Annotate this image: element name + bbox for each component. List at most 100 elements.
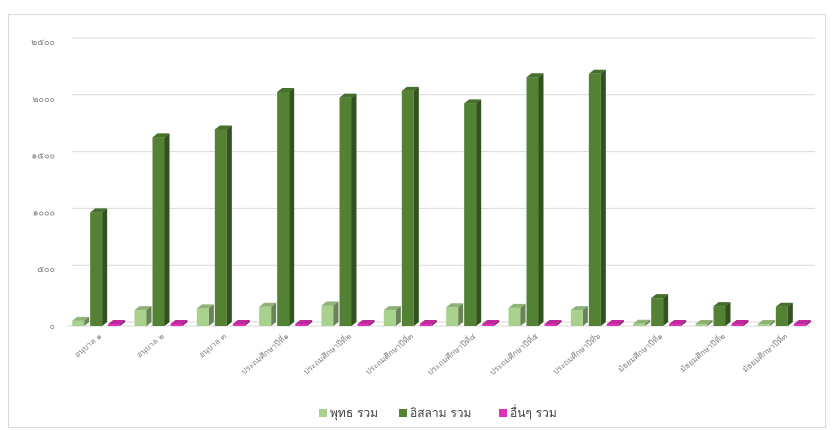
- bar-side: [271, 302, 277, 326]
- bar-front: [383, 310, 396, 326]
- bar-front: [651, 298, 664, 326]
- bar-front: [134, 310, 147, 326]
- bar-front: [731, 324, 744, 326]
- bar-side: [431, 320, 437, 326]
- x-category-label: ประถมศึกษาปีที่๑: [238, 330, 290, 376]
- y-tick-label: ๒๐๐๐: [33, 95, 55, 105]
- legend-swatch: [399, 409, 407, 417]
- y-tick-label: ๐: [50, 322, 56, 332]
- bar-front: [321, 305, 334, 326]
- legend-label: พุทธ รวม: [330, 406, 378, 421]
- bar-side: [556, 320, 562, 326]
- bar: [793, 320, 811, 326]
- legend-label: อื่นๆ รวม: [510, 404, 557, 420]
- bar: [196, 304, 214, 326]
- bar: [651, 294, 669, 326]
- bar-front: [170, 324, 183, 326]
- bar-front: [508, 307, 521, 326]
- x-category-label: อนุบาล ๓: [197, 331, 228, 359]
- bar: [606, 320, 624, 326]
- bar-side: [289, 87, 295, 326]
- y-tick-label: ๒๕๐๐: [31, 38, 55, 48]
- bar-top: [339, 93, 357, 98]
- bar: [482, 320, 500, 326]
- x-category-label: อนุบาล ๒: [135, 332, 166, 360]
- bar-top: [277, 87, 295, 92]
- bar-side: [395, 306, 401, 326]
- bar-side: [494, 320, 500, 326]
- x-axis-labels: อนุบาล ๑ อนุบาล ๒ อนุบาล ๓ ประถมศึกษาปีที่๑…: [73, 330, 790, 377]
- bar-top: [757, 320, 775, 324]
- bar-top: [651, 294, 669, 299]
- bar: [731, 320, 749, 326]
- bar-top: [588, 69, 606, 74]
- x-category-label: อนุบาล ๑: [73, 332, 104, 360]
- bar: [259, 302, 277, 326]
- bar: [90, 208, 108, 326]
- bar-front: [357, 324, 370, 326]
- bar-top: [526, 73, 544, 78]
- bar-front: [259, 306, 272, 326]
- bar-top: [713, 302, 731, 307]
- legend-swatch: [319, 409, 327, 417]
- bar-side: [645, 319, 651, 326]
- bar-top: [775, 302, 793, 307]
- bar-front: [72, 320, 85, 326]
- bar: [357, 320, 375, 326]
- bar-side: [413, 86, 419, 327]
- bar: [295, 320, 313, 326]
- bar-top: [419, 320, 437, 324]
- bar-front: [775, 306, 788, 326]
- bar-top: [570, 306, 588, 311]
- bar-top: [793, 320, 811, 324]
- bar: [401, 86, 419, 327]
- bar: [544, 320, 562, 326]
- bar-side: [681, 320, 687, 326]
- bar-side: [208, 304, 214, 326]
- bar-side: [618, 320, 624, 326]
- bar-front: [695, 324, 708, 326]
- x-category-label: มัธยมศึกษาปีที่๓: [739, 330, 789, 375]
- bar-front: [277, 91, 290, 326]
- bar: [152, 133, 170, 326]
- bar-side: [244, 320, 250, 326]
- bar: [570, 306, 588, 326]
- bar-front: [669, 324, 682, 326]
- bar-front: [482, 324, 495, 326]
- bar-side: [538, 73, 544, 326]
- bar-side: [476, 99, 482, 327]
- gridlines: [67, 37, 815, 327]
- bar-top: [259, 302, 277, 307]
- bar-front: [196, 308, 209, 326]
- bar-top: [544, 320, 562, 324]
- bar-top: [669, 320, 687, 324]
- x-category-label: ประถมศึกษาปีที่๖: [550, 330, 602, 376]
- y-tick-label: ๑๕๐๐: [31, 152, 55, 162]
- bar: [695, 320, 713, 326]
- bar: [633, 319, 651, 326]
- bar-front: [419, 324, 432, 326]
- bar: [757, 320, 775, 326]
- bar-top: [695, 320, 713, 324]
- bar-side: [787, 302, 793, 326]
- bar-top: [508, 303, 526, 308]
- y-tick-label: ๑๐๐๐: [33, 208, 55, 218]
- bar: [214, 125, 232, 326]
- bar-side: [458, 303, 464, 326]
- bar-front: [793, 324, 806, 326]
- bar-front: [295, 324, 308, 326]
- legend-swatch: [499, 409, 507, 417]
- bar-side: [769, 320, 775, 326]
- bar-top: [383, 306, 401, 311]
- bar: [72, 316, 90, 326]
- bar-side: [743, 320, 749, 326]
- bar-side: [707, 320, 713, 326]
- bar-front: [757, 324, 770, 326]
- bar-side: [120, 320, 126, 326]
- bar: [321, 301, 339, 326]
- bar: [170, 320, 188, 326]
- bar-front: [464, 103, 477, 327]
- bar-chart: ๐๕๐๐๑๐๐๐๑๕๐๐๒๐๐๐๒๕๐๐ อนุบาล ๑อนุบาล ๒อนุ…: [31, 37, 815, 421]
- bar-top: [152, 133, 170, 138]
- bar-top: [357, 320, 375, 324]
